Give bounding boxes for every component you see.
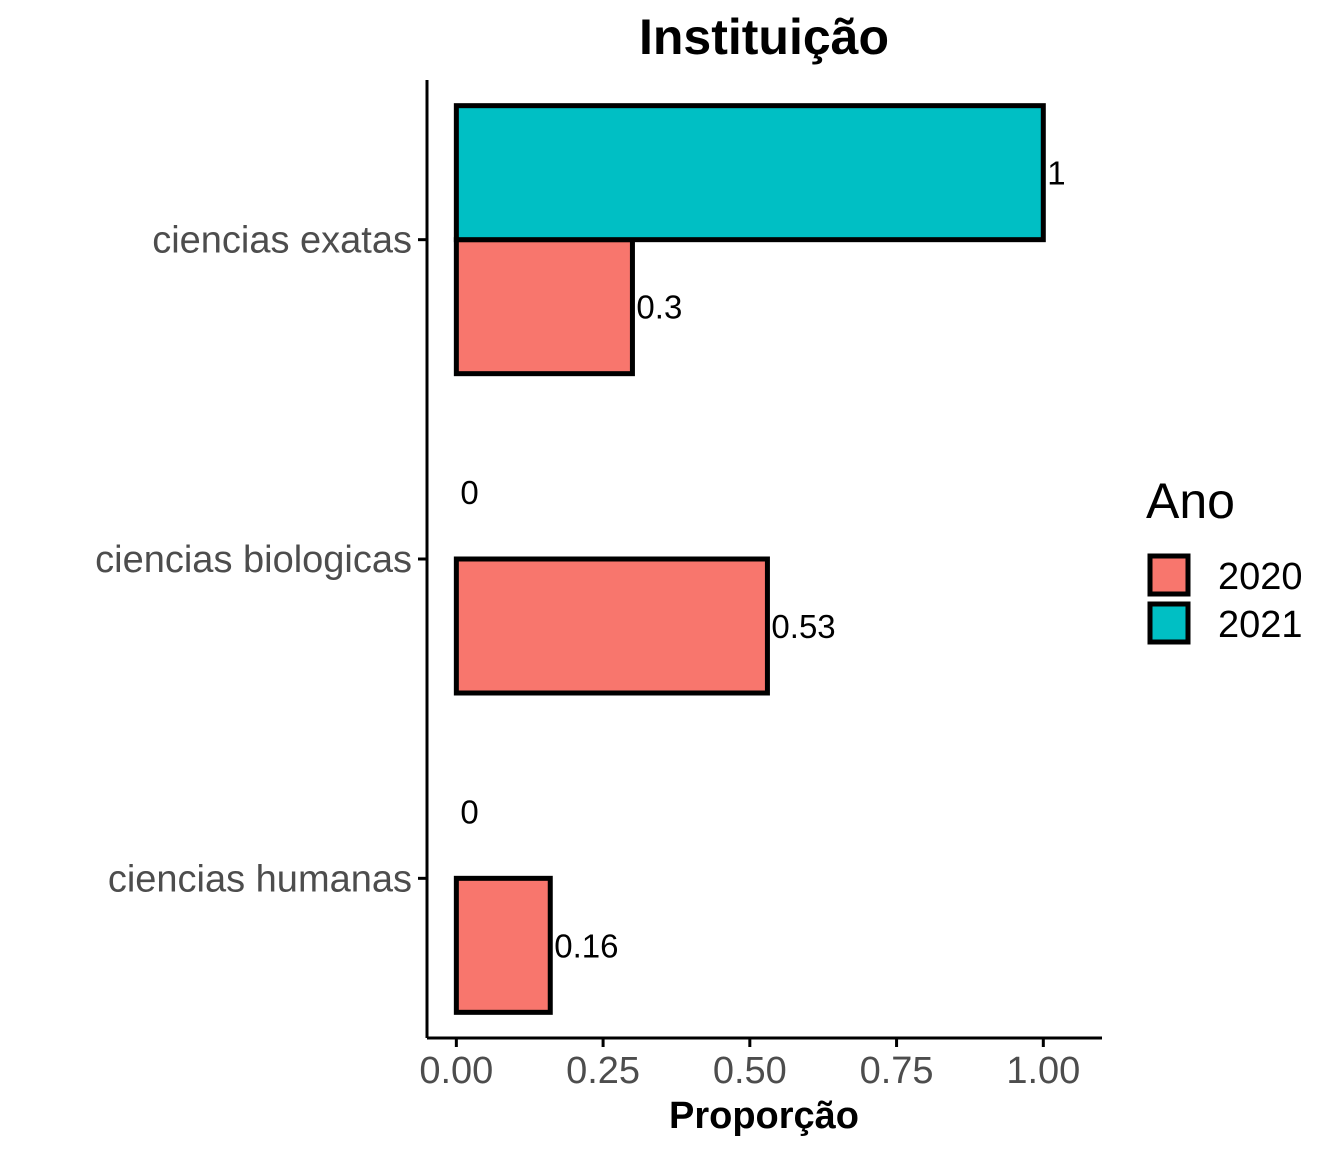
x-tick-label: 0.25 xyxy=(566,1050,640,1092)
data-label-2021-ciencias-exatas: 1 xyxy=(1047,155,1065,192)
y-tick-label-ciencias-biologicas: ciencias biologicas xyxy=(95,539,412,581)
legend-swatch-2020 xyxy=(1147,553,1191,597)
legend-label-2020: 2020 xyxy=(1218,556,1303,598)
legend: Ano 2020 2021 xyxy=(1146,473,1303,646)
legend-label-2021: 2021 xyxy=(1218,604,1303,646)
bar-2021-ciencias-exatas xyxy=(453,103,1046,243)
data-label-2021-ciencias-humanas: 0 xyxy=(460,793,478,830)
x-axis-ticks: 0.00 0.25 0.50 0.75 1.00 xyxy=(419,1038,1080,1092)
bar-2020-ciencias-humanas xyxy=(453,875,553,1015)
bar-2020-ciencias-exatas xyxy=(453,237,635,377)
x-tick-label: 0.50 xyxy=(713,1050,787,1092)
data-label-2020-ciencias-humanas: 0.16 xyxy=(554,927,618,964)
x-axis-title: Proporção xyxy=(669,1095,859,1137)
data-label-2020-ciencias-biologicas: 0.53 xyxy=(771,608,835,645)
x-tick-label: 0.75 xyxy=(860,1050,934,1092)
legend-swatch-2021 xyxy=(1147,601,1191,645)
data-label-2020-ciencias-exatas: 0.3 xyxy=(636,289,682,326)
legend-title: Ano xyxy=(1146,473,1235,529)
data-label-2021-ciencias-biologicas: 0 xyxy=(460,474,478,511)
x-tick-label: 1.00 xyxy=(1006,1050,1080,1092)
y-tick-label-ciencias-humanas: ciencias humanas xyxy=(108,858,412,900)
chart-title: Instituição xyxy=(639,9,889,65)
y-tick-label-ciencias-exatas: ciencias exatas xyxy=(152,220,412,262)
x-tick-label: 0.00 xyxy=(419,1050,493,1092)
y-axis-ticks: ciencias exatas ciencias biologicas cienci… xyxy=(95,220,427,900)
bar-2020-ciencias-biologicas xyxy=(453,556,770,696)
plot-area: 0.3 1 0.53 0 0.16 0 xyxy=(453,103,1066,1015)
